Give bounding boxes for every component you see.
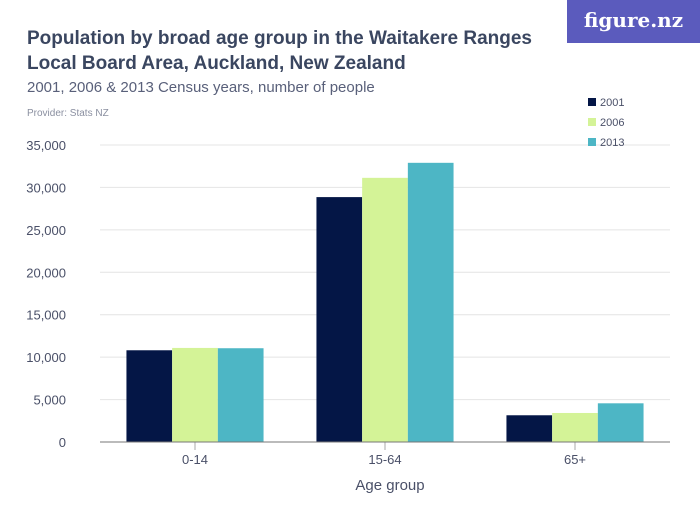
bar-2006-65+ [552, 412, 598, 442]
bar-2013-0-14 [217, 348, 264, 442]
bar-2001-15-64 [316, 197, 363, 442]
y-tick-label: 35,000 [26, 138, 66, 153]
legend-label: 2013 [600, 137, 624, 149]
x-tick-label: 15-64 [368, 452, 401, 467]
y-tick-label: 5,000 [33, 393, 66, 408]
bar-2013-15-64 [407, 162, 454, 442]
bar-2001-0-14 [126, 350, 173, 442]
legend-label: 2006 [600, 117, 624, 129]
chart-subtitle: 2001, 2006 & 2013 Census years, number o… [27, 79, 375, 96]
legend-swatch-2013 [588, 138, 596, 146]
y-tick-label: 20,000 [26, 265, 66, 280]
x-tick-label: 65+ [564, 452, 586, 467]
legend-swatch-2006 [588, 118, 596, 126]
y-tick-label: 0 [59, 435, 66, 450]
figure-nz-logo[interactable]: figure.nz [567, 0, 700, 43]
x-tick-label: 0-14 [182, 452, 208, 467]
bar-2001-65+ [506, 415, 553, 442]
bar-2013-65+ [597, 403, 644, 442]
bar-2006-15-64 [362, 177, 408, 442]
y-tick-label: 30,000 [26, 180, 66, 195]
legend-swatch-2001 [588, 98, 596, 106]
chart-title: Population by broad age group in the Wai… [27, 28, 532, 74]
legend-label: 2001 [600, 97, 624, 109]
bar-2006-0-14 [172, 347, 218, 442]
y-tick-label: 15,000 [26, 308, 66, 323]
provider-text: Provider: Stats NZ [27, 108, 109, 119]
y-tick-label: 10,000 [26, 350, 66, 365]
x-axis-label: Age group [355, 477, 424, 494]
y-tick-label: 25,000 [26, 223, 66, 238]
